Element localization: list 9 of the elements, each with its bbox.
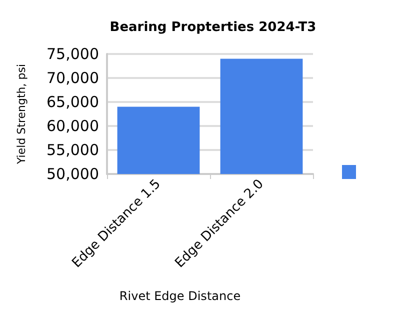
y-tick-label: 55,000 [46,141,99,159]
y-tick-label: 60,000 [46,117,99,135]
y-tick-label: 50,000 [46,165,99,183]
y-tick-label: 70,000 [46,69,99,87]
y-tick-label: 75,000 [46,45,99,63]
y-axis-title: Yield Strength, psi [15,64,28,166]
x-axis-title: Rivet Edge Distance [119,289,241,303]
chart-title: Bearing Propterties 2024-T3 [110,20,316,35]
y-tick-label: 65,000 [46,93,99,111]
